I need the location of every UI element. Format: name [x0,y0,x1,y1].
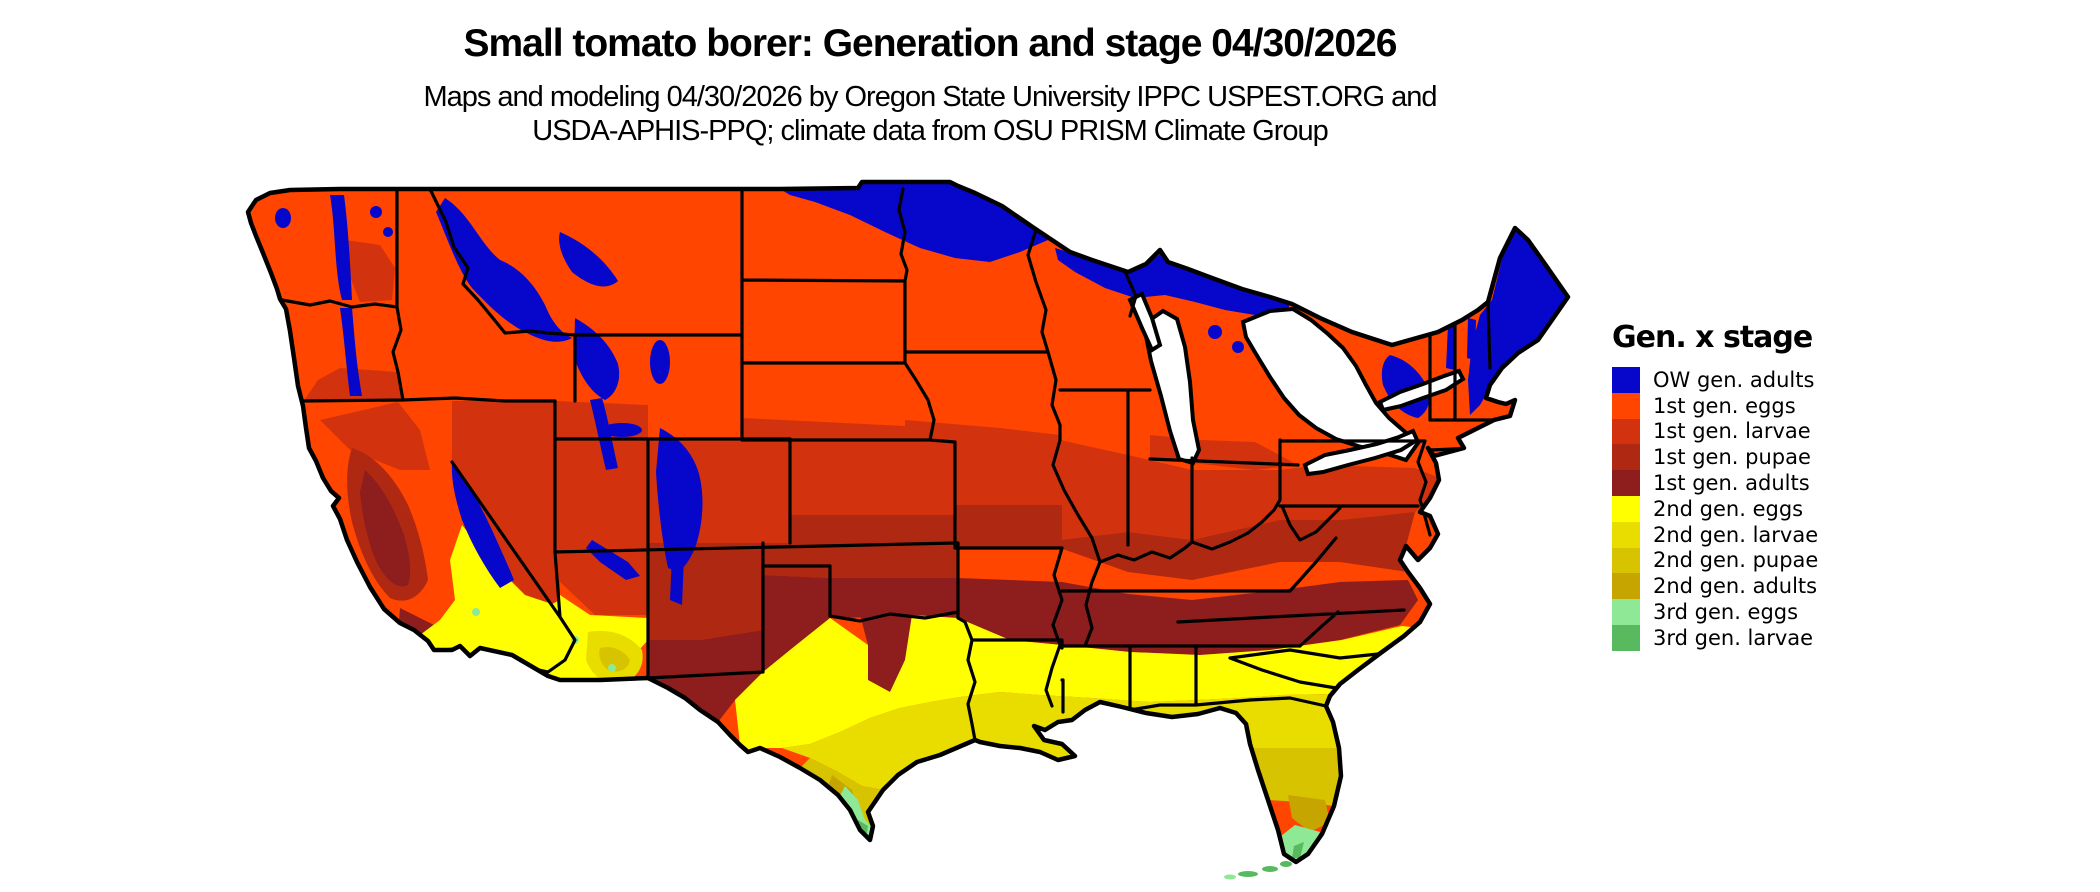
legend-label-g2_adults: 2nd gen. adults [1653,574,1818,599]
legend-row-g1_eggs: 1st gen. eggs [1612,392,1818,419]
legend-swatch-g2_larvae [1612,521,1640,548]
legend-label-g2_pupae: 2nd gen. pupae [1653,548,1819,573]
legend-swatch-g1_adults [1612,470,1640,496]
map-region-1st-gen-larvae [303,240,1440,615]
legend-row-g1_pupae: 1st gen. pupae [1612,444,1818,471]
legend-label-g1_larvae: 1st gen. larvae [1653,419,1811,444]
legend-label-g2_eggs: 2nd gen. eggs [1653,496,1804,521]
subtitle-line-2: USDA-APHIS-PPQ; climate data from OSU PR… [532,115,1329,147]
legend-swatch-g1_eggs [1612,392,1640,419]
legend-row-ow_adults: OW gen. adults [1612,367,1818,393]
legend-swatch-g2_pupae [1612,547,1640,574]
lake-ontario-shape [1377,368,1466,413]
legend-row-g1_adults: 1st gen. adults [1612,470,1818,496]
legend-swatch-g3_larvae [1612,624,1640,651]
legend-swatch-g1_larvae [1612,418,1640,445]
legend-label-g1_pupae: 1st gen. pupae [1653,445,1811,470]
legend-label-ow_adults: OW gen. adults [1653,367,1815,392]
legend-title: Gen. x stage [1612,320,1813,355]
legend-items: OW gen. adults 1st gen. eggs 1st gen. larv… [1612,367,1818,651]
legend-label-g2_larvae: 2nd gen. larvae [1653,522,1819,547]
legend-row-g2_pupae: 2nd gen. pupae [1612,547,1819,574]
legend-row-g3_larvae: 3rd gen. larvae [1612,624,1818,651]
legend-row-g1_larvae: 1st gen. larvae [1612,418,1818,445]
map-region-2nd-gen-adults [826,775,1330,832]
great-lakes [1127,291,1466,477]
subtitle-line-1: Maps and modeling 04/30/2026 by Oregon S… [423,81,1437,113]
legend-row-g2_adults: 2nd gen. adults [1612,573,1818,600]
page-subtitle: Maps and modeling 04/30/2026 by Oregon S… [330,80,1530,148]
legend-label-g3_larvae: 3rd gen. larvae [1653,625,1814,650]
legend-swatch-g2_adults [1612,573,1640,600]
lake-michigan-shape [1143,308,1202,466]
page-title: Small tomato borer: Generation and stage… [463,22,1397,65]
map-region-ow-gen-adults [275,182,1568,605]
legend-row-g2_larvae: 2nd gen. larvae [1612,521,1819,548]
legend-row-g2_eggs: 2nd gen. eggs [1612,495,1818,522]
legend-swatch-g2_eggs [1612,495,1640,522]
legend-swatch-g3_eggs [1612,599,1640,625]
florida-keys [1224,861,1292,880]
legend-label-g1_adults: 1st gen. adults [1653,471,1810,496]
state-borders [280,187,1497,742]
legend-label-g1_eggs: 1st gen. eggs [1653,393,1796,418]
legend: Gen. x stage OW gen. adults 1st gen. eggs… [1612,320,1818,651]
legend-swatch-ow_adults [1612,367,1640,393]
legend-swatch-g1_pupae [1612,444,1640,471]
map-region-1st-gen-adults [360,470,1418,722]
lake-huron-shape [1240,306,1421,463]
legend-label-g3_eggs: 3rd gen. eggs [1653,600,1799,625]
legend-row-g3_eggs: 3rd gen. eggs [1612,599,1818,625]
green-bay-shape [1127,291,1163,353]
map-region-3rd-gen-larvae [856,820,1304,858]
